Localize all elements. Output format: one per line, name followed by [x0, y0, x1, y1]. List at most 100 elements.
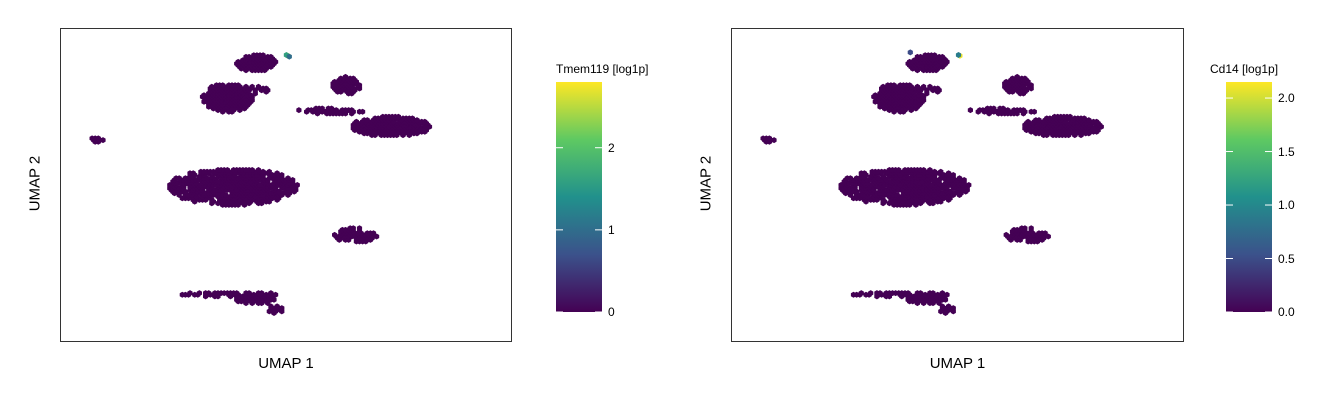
hexbin-cell — [1014, 73, 1020, 80]
hexbin-cell — [858, 290, 864, 297]
hexbin-cell-highlight — [907, 49, 913, 56]
hexbin-cell — [1003, 231, 1009, 238]
umap-hexbin-plot — [760, 49, 1104, 316]
colorbar — [556, 82, 602, 313]
hexbin-cell — [290, 177, 296, 183]
hexbin-cell — [1000, 105, 1006, 112]
colorbar-tick-label: 1.5 — [1278, 144, 1295, 159]
umap-plot-area — [731, 28, 1184, 342]
hexbin-cell — [296, 107, 302, 114]
hexbin-cell — [279, 172, 285, 178]
hexbin-cell — [266, 168, 272, 175]
hexbin-cell — [328, 105, 335, 112]
hexbin-cell-highlight — [955, 52, 962, 58]
umap-plot-area — [60, 28, 512, 342]
hexbin-cell — [930, 290, 936, 297]
hexbin-cell — [950, 172, 956, 178]
hexbin-cell — [201, 92, 207, 99]
hexbin-cell — [1020, 107, 1026, 114]
hexbin-cell — [249, 83, 255, 90]
hexbin-cell — [294, 182, 300, 188]
colorbar-tick-label: 2.0 — [1278, 91, 1295, 106]
hexbin-cell — [771, 137, 777, 144]
hexbin-cell — [939, 290, 945, 297]
hexbin-cell — [349, 107, 355, 114]
hexbin-cell — [847, 175, 853, 182]
hexbin-cell — [1005, 107, 1011, 114]
hexbin-cell — [255, 83, 261, 90]
hexbin-cell — [896, 167, 902, 173]
hexbin-cell — [333, 107, 339, 114]
hexbin-cell — [206, 290, 212, 297]
hexbin-cell — [342, 73, 349, 80]
hexbin-cell — [1086, 117, 1092, 124]
hexbin-cell — [917, 53, 924, 60]
hexbin-cell — [260, 52, 266, 59]
hexbin-cell — [939, 53, 945, 60]
hexbin-cell — [932, 168, 938, 175]
hexbin-cell — [260, 168, 266, 175]
umap-hexbin-plot — [89, 52, 433, 316]
hexbin-cell — [921, 167, 927, 173]
hexbin-cell — [950, 305, 956, 312]
hexbin-cell — [946, 303, 952, 310]
hexbin-cell — [922, 291, 928, 298]
hexbin-cell — [268, 290, 274, 297]
hexbin-cell — [353, 118, 359, 125]
hexbin-cells — [89, 52, 433, 316]
hexbin-cell — [395, 113, 401, 120]
colorbar-gradient — [556, 82, 602, 313]
hexbin-cell — [224, 167, 230, 173]
hexbin-cell — [956, 175, 963, 182]
hexbin-cell — [100, 137, 106, 144]
hexbin-cell — [907, 82, 913, 89]
hexbin-cell — [868, 290, 874, 297]
hexbin-cell — [279, 305, 285, 312]
hexbin-cell — [370, 230, 377, 237]
hexbin-cell — [246, 53, 252, 60]
hexbin-cell — [246, 290, 252, 297]
hexbin-cell — [196, 290, 202, 297]
hexbin-cell — [332, 231, 338, 238]
hexbin-cell — [274, 303, 280, 310]
hexbin-cell — [921, 83, 927, 90]
hexbin-cell — [1036, 117, 1042, 124]
hexbin-cell — [877, 290, 883, 297]
colorbar-fill — [1226, 82, 1272, 312]
hexbin-cell — [234, 290, 240, 297]
hexbin-cell — [263, 85, 269, 92]
hexbin-cell — [961, 177, 967, 183]
hexbin-cell — [414, 117, 420, 124]
colorbar-gradient — [1226, 82, 1272, 313]
hexbin-cell — [944, 291, 950, 298]
hexbin-cell — [235, 82, 241, 89]
hexbin-cell — [1022, 225, 1028, 232]
hexbin-cell — [938, 168, 944, 175]
hexbin-cell — [766, 135, 772, 142]
colorbar-tick-label: 0.5 — [1278, 251, 1295, 266]
hexbin-cell — [905, 290, 911, 297]
colorbar-fill — [556, 82, 602, 312]
hexbin-cell — [1067, 113, 1073, 120]
hexbin-cells — [760, 52, 1104, 316]
hexbin-cell — [891, 82, 897, 89]
colorbar-tick-label: 2 — [608, 140, 615, 155]
hexbin-cell — [187, 290, 193, 297]
hexbin-cell — [251, 291, 257, 298]
hexbin-cell — [861, 170, 867, 177]
hexbin-cell — [243, 83, 249, 90]
x-axis-label: UMAP 1 — [258, 355, 314, 372]
hexbin-cell — [880, 83, 886, 90]
hexbin-cell — [356, 225, 363, 232]
hexbin-cell — [1042, 230, 1048, 237]
hexbin-cell — [966, 182, 972, 188]
hexbin-cell — [350, 75, 356, 82]
colorbar-tick-label: 1 — [608, 222, 615, 237]
hexbin-cell — [274, 170, 280, 177]
hexbin-cell — [268, 53, 274, 60]
hexbin-cell — [932, 52, 938, 59]
hexbin-cell — [285, 175, 291, 182]
colorbar — [1226, 82, 1272, 313]
hexbin-cell — [927, 83, 933, 90]
hexbin-cell — [1094, 118, 1100, 125]
